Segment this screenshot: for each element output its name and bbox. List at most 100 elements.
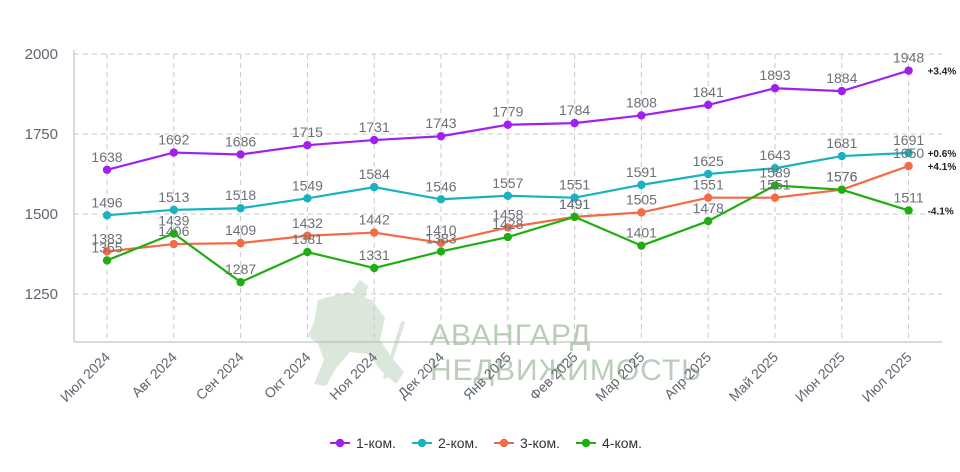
data-label: 1458: [492, 206, 523, 222]
y-axis-ticks: 1250 1500 1750 2000: [25, 46, 58, 303]
data-point: [570, 118, 579, 128]
data-point: [436, 195, 446, 204]
data-point: [370, 263, 379, 273]
data-label: 1584: [359, 166, 390, 182]
data-label: 1650: [893, 145, 924, 161]
data-label: 1383: [91, 230, 122, 246]
data-point: [303, 194, 312, 203]
data-point: [370, 182, 379, 192]
data-label: 1505: [626, 191, 657, 207]
data-label: 1625: [693, 153, 724, 169]
data-label: 1686: [225, 133, 256, 149]
data-point: [436, 132, 446, 141]
y-tick-label: 1250: [25, 286, 58, 303]
data-point: [436, 247, 446, 256]
data-label: 1638: [91, 149, 122, 165]
data-label: 1518: [225, 187, 256, 203]
change-label: +4.1%: [928, 162, 957, 173]
data-label: 1743: [425, 115, 456, 131]
data-point: [770, 84, 780, 93]
data-point: [637, 180, 646, 190]
watermark: АВАНГАРД НЕДВИЖИМОСТЬ: [308, 280, 702, 387]
data-label: 1808: [626, 94, 657, 110]
data-label: 1442: [359, 212, 390, 228]
legend-label: 4-ком.: [602, 435, 642, 451]
data-label: 1432: [292, 215, 323, 231]
data-point: [169, 205, 178, 215]
series-group: [102, 66, 913, 287]
legend-marker: [335, 438, 345, 448]
data-point: [236, 150, 245, 159]
data-point: [303, 247, 312, 257]
data-label: 1406: [158, 223, 189, 239]
data-point: [102, 211, 112, 220]
watermark-line-2: НЕДВИЖИМОСТЬ: [430, 354, 702, 387]
data-labels: 1638 1692 1686 1715 1731 1743 1779 1784 1808 1841…: [91, 50, 924, 278]
data-point: [904, 161, 913, 171]
data-point: [637, 241, 646, 250]
data-label: 1410: [425, 222, 456, 238]
data-label: 1731: [359, 119, 390, 135]
data-point: [236, 277, 245, 287]
data-label: 1491: [559, 196, 590, 212]
data-point: [904, 66, 913, 75]
data-label: 1496: [91, 194, 122, 210]
data-label: 1428: [492, 216, 523, 232]
data-label: 1784: [559, 102, 590, 118]
data-point: [904, 206, 913, 215]
data-point: [704, 216, 713, 226]
legend-label: 1-ком.: [356, 435, 396, 451]
data-label: 1643: [759, 147, 790, 163]
change-label: -4.1%: [928, 206, 954, 217]
data-label: 1439: [158, 213, 189, 229]
data-label: 1331: [359, 247, 390, 263]
data-point: [904, 148, 913, 158]
data-point: [570, 212, 579, 222]
data-label: 1478: [693, 200, 724, 216]
data-point: [436, 238, 446, 247]
data-point: [236, 204, 245, 213]
data-point: [503, 232, 512, 242]
data-point: [837, 185, 846, 194]
data-point: [770, 164, 780, 173]
data-point: [503, 191, 512, 200]
data-point: [837, 86, 846, 96]
legend-marker: [581, 438, 591, 448]
horse-rider-logo-icon: [308, 280, 406, 386]
data-label: 1551: [559, 177, 590, 193]
data-point: [370, 135, 379, 145]
data-point: [303, 231, 312, 240]
data-point: [102, 247, 112, 256]
x-tick-label: Окт 2024: [261, 349, 314, 402]
axes: [73, 50, 942, 343]
data-point: [770, 193, 780, 202]
data-label: 1355: [91, 239, 122, 255]
data-label: 1513: [158, 189, 189, 205]
change-label: +3.4%: [928, 67, 957, 78]
data-label: 1715: [292, 124, 323, 140]
data-label: 1551: [759, 177, 790, 193]
data-point: [503, 120, 512, 129]
data-point: [169, 229, 178, 238]
data-point: [236, 238, 245, 248]
data-label: 1893: [759, 67, 790, 83]
data-label: 1589: [759, 165, 790, 181]
data-label: 1576: [826, 169, 857, 185]
data-label: 1511: [894, 189, 924, 205]
legend-label: 2-ком.: [438, 435, 478, 451]
data-label: 1401: [626, 225, 657, 241]
data-point: [637, 208, 646, 217]
data-point: [570, 193, 579, 202]
y-tick-label: 1500: [25, 206, 58, 223]
data-label: 1948: [893, 50, 924, 66]
legend-marker: [499, 438, 509, 448]
data-label: 1551: [693, 177, 724, 193]
data-point: [637, 111, 646, 120]
data-label: 1381: [292, 231, 323, 247]
data-point: [102, 165, 112, 175]
data-label: 1591: [626, 164, 657, 180]
data-label: 1549: [292, 177, 323, 193]
x-tick-label: Июн 2025: [792, 349, 848, 405]
data-point: [169, 148, 178, 157]
